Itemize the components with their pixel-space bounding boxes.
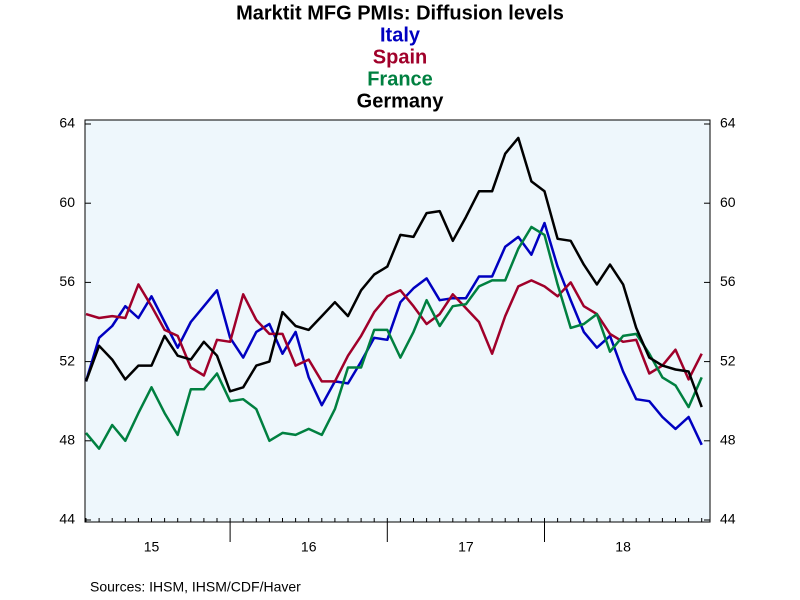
source-note: Sources: IHSM, IHSM/CDF/Haver: [90, 579, 301, 595]
plot-area: [84, 119, 711, 523]
x-tick-label: 15: [144, 539, 160, 555]
legend-entry: Italy: [380, 24, 421, 46]
y2-tick-label: 44: [720, 511, 736, 527]
x-tick-label: 16: [301, 539, 317, 555]
y2-tick-label: 52: [720, 352, 736, 368]
y-tick-label: 60: [59, 194, 75, 210]
y2-tick-label: 48: [720, 432, 736, 448]
series-line: [84, 221, 703, 446]
y2-tick-label: 60: [720, 194, 736, 210]
y2-tick-label: 64: [720, 115, 736, 131]
x-tick-label: 18: [615, 539, 631, 555]
legend-entry: France: [367, 68, 433, 90]
chart-title: Marktit MFG PMIs: Diffusion levels: [236, 2, 564, 24]
y-tick-label: 52: [59, 352, 75, 368]
legend-entry: Germany: [357, 90, 445, 112]
series-line: [85, 225, 703, 450]
series-line: [84, 136, 703, 408]
y-tick-label: 44: [59, 511, 75, 527]
y-tick-label: 64: [59, 115, 75, 131]
y2-tick-label: 56: [720, 273, 736, 289]
y-tick-label: 48: [59, 432, 75, 448]
legend-entry: Spain: [373, 46, 427, 68]
y-tick-label: 56: [59, 273, 75, 289]
x-tick-label: 17: [458, 539, 474, 555]
